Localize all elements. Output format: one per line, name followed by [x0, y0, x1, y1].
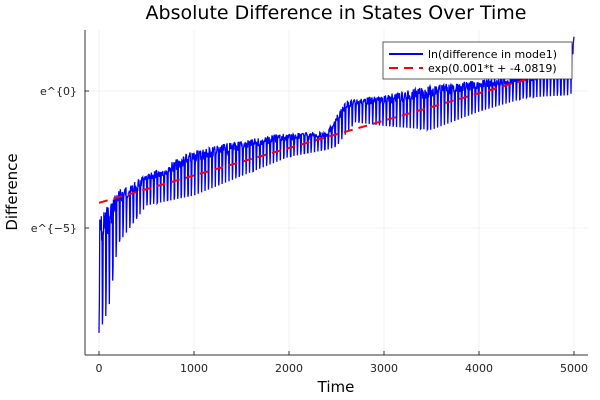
legend-box [382, 41, 573, 80]
x-tick-label: 2000 [275, 362, 303, 375]
series-line-ln-difference [98, 36, 575, 333]
legend-label-series-1: ln(difference in mode1) [428, 48, 557, 61]
legend: ln(difference in mode1) exp(0.001*t + -4… [382, 41, 573, 80]
plot-area [98, 36, 575, 333]
x-tick-label: 1000 [180, 362, 208, 375]
y-tick-label: e^{0} [40, 85, 77, 98]
series-line-exp-fit [98, 64, 575, 204]
legend-label-series-2: exp(0.001*t + -4.0819) [428, 62, 557, 75]
ticks: 0 1000 2000 3000 4000 5000 e^{0} e^{−5} [31, 85, 588, 375]
x-tick-label: 0 [96, 362, 103, 375]
x-axis-label: Time [317, 378, 355, 396]
x-tick-label: 5000 [560, 362, 588, 375]
y-tick-label: e^{−5} [31, 222, 77, 235]
x-tick-label: 3000 [370, 362, 398, 375]
y-axis-label: Difference [3, 153, 21, 230]
x-tick-label: 4000 [465, 362, 493, 375]
chart-title: Absolute Difference in States Over Time [146, 2, 527, 24]
